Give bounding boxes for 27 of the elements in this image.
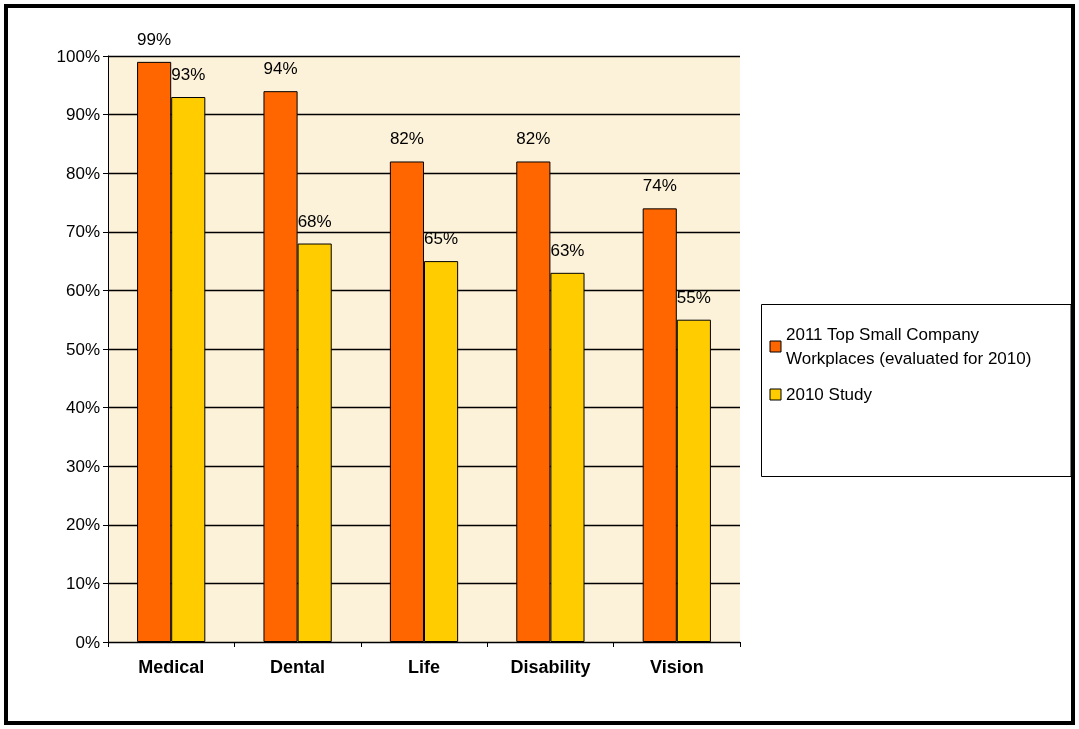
y-tick-label: 100% xyxy=(56,46,100,66)
data-label: 99% xyxy=(137,29,172,49)
y-tick-label: 50% xyxy=(65,339,100,359)
y-tick-label: 10% xyxy=(65,573,100,593)
x-tick-label: Medical xyxy=(138,657,205,677)
data-label: 55% xyxy=(676,287,711,307)
data-label: 68% xyxy=(297,211,332,231)
y-tick-label: 30% xyxy=(65,456,100,476)
y-tick-label: 70% xyxy=(65,222,100,242)
y-tick-label: 60% xyxy=(65,280,100,300)
x-tick-label: Vision xyxy=(649,657,704,677)
data-label: 74% xyxy=(642,176,677,196)
legend-label: 2010 Study xyxy=(786,385,873,404)
y-tick-label: 40% xyxy=(65,398,100,418)
y-tick-label: 80% xyxy=(65,163,100,183)
y-tick-label: 20% xyxy=(65,515,100,535)
x-tick-label: Disability xyxy=(510,657,591,677)
data-label: 93% xyxy=(171,65,206,85)
data-label: 63% xyxy=(550,240,585,260)
data-label: 94% xyxy=(263,59,298,79)
y-tick-label: 90% xyxy=(65,105,100,125)
y-tick-label: 0% xyxy=(75,632,100,652)
x-tick-label: Life xyxy=(407,657,441,677)
legend-label: 2011 Top Small Company Workplaces (evaluated for 2010) xyxy=(786,325,1032,368)
data-label: 82% xyxy=(389,129,424,149)
data-label: 82% xyxy=(516,129,551,149)
x-tick-label: Dental xyxy=(270,657,326,677)
